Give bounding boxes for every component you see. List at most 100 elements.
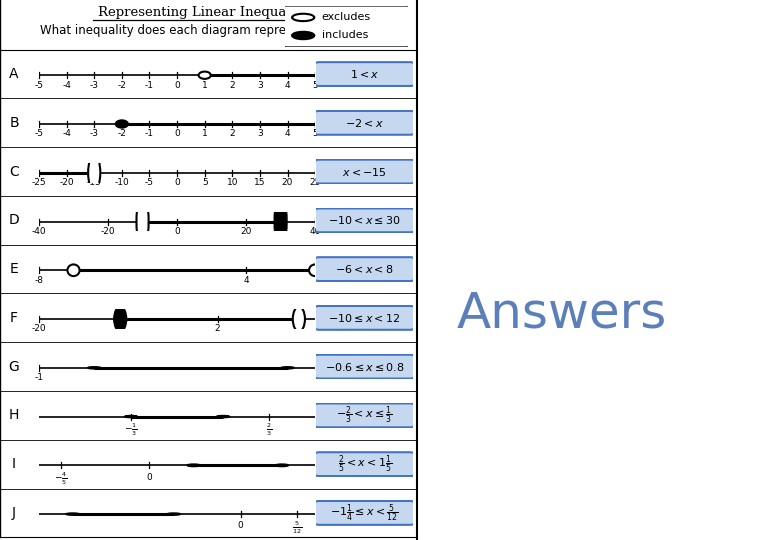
FancyBboxPatch shape [281, 5, 412, 48]
FancyBboxPatch shape [315, 62, 414, 86]
Text: -5: -5 [34, 80, 44, 90]
Text: -10: -10 [115, 178, 129, 187]
Circle shape [114, 307, 126, 332]
Text: -5: -5 [145, 178, 154, 187]
Text: $0$: $0$ [237, 519, 245, 530]
Text: A: A [9, 67, 19, 81]
Circle shape [282, 367, 293, 368]
Text: -40: -40 [32, 227, 46, 236]
Text: -20: -20 [101, 227, 115, 236]
Text: -20: -20 [59, 178, 74, 187]
Circle shape [115, 120, 128, 127]
Text: -2: -2 [118, 129, 126, 138]
Text: B: B [9, 116, 19, 130]
Text: 4: 4 [285, 129, 290, 138]
Text: -3: -3 [90, 80, 99, 90]
Text: F: F [10, 311, 18, 325]
Text: E: E [9, 262, 19, 276]
Circle shape [275, 192, 287, 251]
Text: $-\frac{4}{5}$: $-\frac{4}{5}$ [55, 471, 68, 487]
Circle shape [187, 464, 200, 466]
Circle shape [217, 416, 229, 417]
Text: includes: includes [321, 30, 368, 40]
Text: 0: 0 [174, 227, 180, 236]
Text: 40: 40 [310, 227, 321, 236]
Text: -15: -15 [87, 178, 101, 187]
Text: -2: -2 [118, 80, 126, 90]
FancyBboxPatch shape [315, 403, 414, 427]
FancyBboxPatch shape [315, 257, 414, 281]
Text: 1: 1 [202, 129, 207, 138]
Text: $-6 < x < 8$: $-6 < x < 8$ [335, 263, 394, 275]
Text: 2: 2 [229, 80, 235, 90]
Text: $x < -15$: $x < -15$ [342, 166, 387, 178]
Text: -5: -5 [34, 129, 44, 138]
Text: $1 < x$: $1 < x$ [350, 68, 379, 80]
Circle shape [88, 154, 101, 191]
FancyBboxPatch shape [315, 355, 414, 379]
Text: 1: 1 [202, 80, 207, 90]
Circle shape [88, 367, 101, 368]
Text: -20: -20 [32, 325, 46, 333]
Circle shape [292, 14, 314, 21]
Circle shape [168, 514, 179, 515]
Text: $\frac{5}{12}$: $\frac{5}{12}$ [292, 519, 302, 536]
Text: What inequality does each diagram represent?: What inequality does each diagram repres… [41, 24, 318, 37]
Text: 2: 2 [229, 129, 235, 138]
Circle shape [276, 464, 288, 466]
Circle shape [125, 416, 137, 417]
Text: excludes: excludes [321, 12, 370, 23]
FancyBboxPatch shape [315, 208, 414, 232]
FancyBboxPatch shape [315, 160, 414, 184]
Text: 0: 0 [174, 178, 180, 187]
Text: C: C [9, 165, 19, 179]
Text: 4: 4 [285, 80, 290, 90]
Circle shape [67, 265, 80, 276]
FancyBboxPatch shape [315, 111, 414, 135]
Text: 15: 15 [254, 178, 266, 187]
Text: $-\frac{1}{3}$: $-\frac{1}{3}$ [124, 422, 138, 438]
Text: D: D [9, 213, 20, 227]
Text: -8: -8 [34, 275, 44, 285]
Text: 2: 2 [215, 325, 221, 333]
Text: 5: 5 [202, 178, 207, 187]
Text: -4: -4 [62, 80, 71, 90]
Text: $\frac{2}{3}$: $\frac{2}{3}$ [266, 422, 272, 438]
Text: -1: -1 [145, 129, 154, 138]
Text: $-10 < x \leq 30$: $-10 < x \leq 30$ [328, 214, 401, 226]
Text: 0: 0 [174, 80, 180, 90]
Text: 0: 0 [174, 129, 180, 138]
Text: 10: 10 [226, 178, 238, 187]
Text: 5: 5 [312, 80, 318, 90]
Text: Answers: Answers [456, 289, 667, 337]
Text: J: J [12, 506, 16, 520]
Text: -1: -1 [145, 80, 154, 90]
Text: H: H [9, 408, 20, 422]
Text: 25: 25 [310, 178, 321, 187]
FancyBboxPatch shape [315, 452, 414, 476]
Text: 3: 3 [257, 80, 263, 90]
Text: 5: 5 [312, 129, 318, 138]
Text: 20: 20 [240, 227, 252, 236]
Text: $-2 < x$: $-2 < x$ [346, 117, 384, 129]
Circle shape [309, 265, 321, 276]
Text: Representing Linear Inequalities: Representing Linear Inequalities [98, 6, 319, 19]
Text: -25: -25 [32, 178, 46, 187]
Text: -3: -3 [90, 129, 99, 138]
Text: 4: 4 [243, 275, 249, 285]
Text: 3: 3 [257, 129, 263, 138]
Text: -4: -4 [62, 129, 71, 138]
Text: $-1\frac{1}{4} \leq x < \frac{5}{12}$: $-1\frac{1}{4} \leq x < \frac{5}{12}$ [331, 502, 399, 524]
FancyBboxPatch shape [315, 501, 414, 525]
Circle shape [66, 514, 79, 515]
Circle shape [292, 307, 305, 332]
Text: $-10 \leq x < 12$: $-10 \leq x < 12$ [328, 312, 401, 324]
Text: -1: -1 [34, 373, 44, 382]
Text: $0$: $0$ [146, 471, 153, 482]
Text: $\frac{2}{5} < x < 1\frac{1}{5}$: $\frac{2}{5} < x < 1\frac{1}{5}$ [338, 454, 392, 475]
Circle shape [136, 192, 149, 251]
Text: I: I [12, 457, 16, 471]
Text: $-\frac{2}{3} < x \leq \frac{1}{3}$: $-\frac{2}{3} < x \leq \frac{1}{3}$ [336, 404, 393, 426]
FancyBboxPatch shape [315, 306, 414, 330]
Circle shape [292, 32, 314, 39]
